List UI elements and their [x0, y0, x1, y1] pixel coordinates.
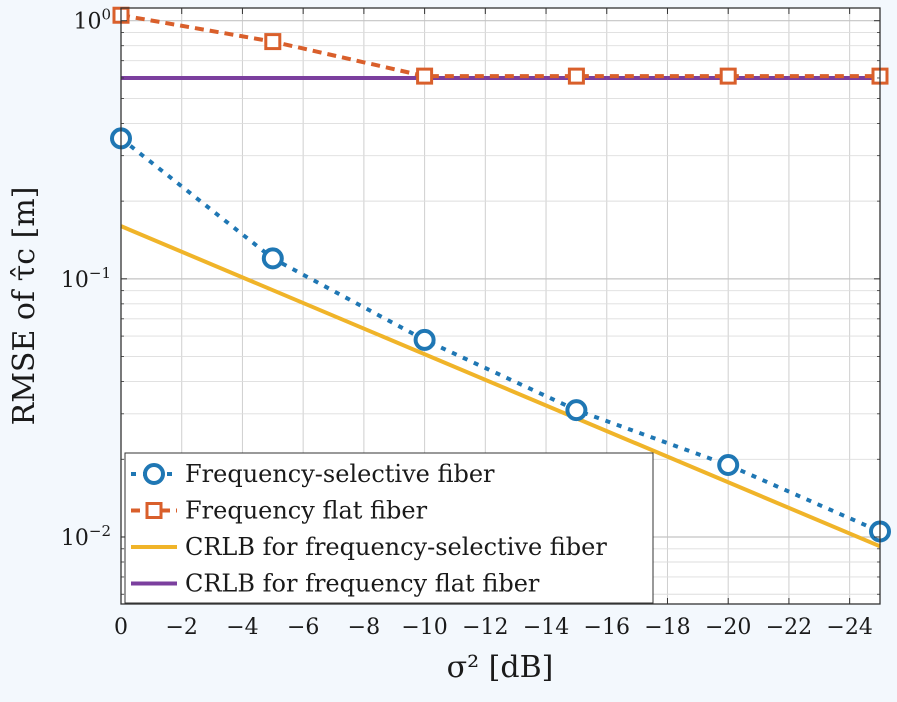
data-point	[264, 33, 282, 51]
series-frequency-flat-fiber	[112, 6, 889, 85]
data-point	[567, 67, 585, 85]
series-line	[119, 136, 881, 534]
legend-label: Frequency flat fiber	[185, 497, 428, 525]
legend-marker	[145, 502, 163, 519]
legend-item: CRLB for frequency flat fiber	[131, 570, 540, 598]
x-tick-label: −12	[462, 615, 508, 640]
series-line	[120, 13, 880, 79]
legend-item: Frequency-selective fiber	[131, 460, 495, 488]
legend: Frequency-selective fiber Frequency flat …	[124, 452, 654, 604]
x-tick-label: −20	[705, 615, 751, 640]
x-tick-label: −2	[166, 615, 198, 640]
x-tick-label: −22	[766, 615, 812, 640]
data-point	[261, 247, 284, 270]
y-tick-label: 10−2	[61, 522, 111, 551]
x-axis-label: σ² [dB]	[447, 650, 554, 685]
legend-item: Frequency flat fiber	[131, 497, 428, 525]
grid	[120, 8, 880, 604]
legend-box	[124, 452, 654, 604]
data-point	[565, 399, 588, 422]
x-tick-label: −6	[287, 615, 319, 640]
legend-item: CRLB for frequency-selective fiber	[131, 533, 607, 561]
y-axis-label: RMSE of τ̂c [m]	[7, 187, 42, 426]
data-point	[717, 454, 740, 477]
legend-label: CRLB for frequency-selective fiber	[185, 533, 607, 561]
legend-label: CRLB for frequency flat fiber	[185, 570, 540, 598]
y-tick-label: 100	[73, 6, 111, 35]
x-tick-label: 0	[114, 615, 128, 640]
x-tick-label: −16	[584, 615, 630, 640]
x-tick-label: −14	[523, 615, 569, 640]
x-tick-label: −18	[644, 615, 690, 640]
legend-marker	[143, 463, 165, 485]
plot-frame	[120, 7, 881, 605]
y-tick-label: 10−1	[61, 264, 111, 293]
ticks: 0 −2 −4 −6 −8 −10 −12 −14 −16 −18 −20 −22 −24 100 10−1…	[61, 6, 880, 640]
data-point	[416, 67, 434, 85]
x-tick-label: −10	[401, 615, 447, 640]
x-tick-label: −4	[226, 615, 258, 640]
series-line	[120, 224, 881, 549]
series-crlb-for-frequency-selective-fiber	[120, 224, 881, 549]
data-point	[413, 328, 436, 351]
data-point	[719, 67, 737, 85]
x-tick-label: −24	[826, 615, 872, 640]
legend-label: Frequency-selective fiber	[185, 460, 495, 488]
x-tick-label: −8	[348, 615, 380, 640]
